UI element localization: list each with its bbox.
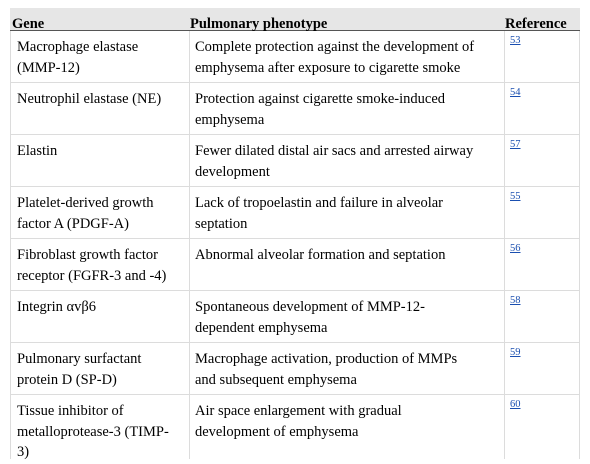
table-row: Elastin Fewer dilated distal air sacs and…	[10, 135, 580, 187]
phenotype-text: Complete protection against the developm…	[195, 39, 475, 55]
reference-link[interactable]: 59	[510, 347, 521, 358]
table-row: Integrin αvβ6 Spontaneous development of …	[10, 291, 580, 343]
gene-cell: Fibroblast growth factor receptor (FGFR-3…	[10, 239, 190, 290]
reference-link[interactable]: 54	[510, 87, 521, 98]
phenotype-text: Air space enlargement with gradual	[195, 403, 402, 419]
phenotype-text: Fewer dilated distal air sacs and arrest…	[195, 143, 474, 159]
reference-link[interactable]: 60	[510, 399, 521, 410]
gene-text: (MMP-12)	[17, 59, 80, 76]
table-row: Neutrophil elastase (NE) Protection again…	[10, 83, 580, 135]
phenotype-text: development of emphysema	[195, 423, 359, 440]
table-row: Tissue inhibitor of metalloprotease-3 (TI…	[10, 395, 580, 460]
reference-cell: 56	[505, 239, 580, 290]
header-reference: Reference	[505, 16, 567, 32]
reference-cell: 54	[505, 83, 580, 134]
phenotype-text: Spontaneous development of MMP-12-	[195, 299, 425, 315]
table-row: Fibroblast growth factor receptor (FGFR-3…	[10, 239, 580, 291]
phenotype-text: Lack of tropoelastin and failure in alve…	[195, 195, 444, 211]
table-body: Macrophage elastase (MMP-12) Complete prot…	[10, 31, 580, 460]
phenotype-cell: Macrophage activation, production of MMP…	[190, 343, 505, 394]
gene-cell: Integrin αvβ6	[10, 291, 190, 342]
gene-text: 3)	[17, 444, 30, 460]
reference-cell: 60	[505, 395, 580, 459]
phenotype-text: septation	[195, 215, 248, 232]
phenotype-cell: Protection against cigarette smoke-induc…	[190, 83, 505, 134]
phenotype-cell: Abnormal alveolar formation and septatio…	[190, 239, 505, 290]
phenotype-text: emphysema	[195, 111, 265, 128]
gene-phenotype-table: Gene Pulmonary phenotype Reference Macro…	[10, 8, 580, 460]
gene-cell: Macrophage elastase (MMP-12)	[10, 31, 190, 82]
gene-text: metalloprotease-3 (TIMP-	[17, 423, 169, 440]
header-phenotype: Pulmonary phenotype	[190, 16, 328, 32]
reference-link[interactable]: 55	[510, 191, 521, 202]
gene-text: Macrophage elastase	[17, 39, 139, 55]
phenotype-text: Abnormal alveolar formation and septatio…	[195, 247, 446, 263]
reference-cell: 57	[505, 135, 580, 186]
phenotype-text: dependent emphysema	[195, 319, 328, 336]
gene-text: factor A (PDGF-A)	[17, 215, 129, 232]
phenotype-text: emphysema after exposure to cigarette sm…	[195, 59, 461, 76]
gene-text: Integrin αvβ6	[17, 299, 96, 315]
reference-cell: 55	[505, 187, 580, 238]
table-row: Macrophage elastase (MMP-12) Complete prot…	[10, 31, 580, 83]
gene-text: Tissue inhibitor of	[17, 403, 124, 419]
gene-text: Elastin	[17, 143, 58, 159]
reference-cell: 59	[505, 343, 580, 394]
reference-link[interactable]: 57	[510, 139, 521, 150]
table-row: Pulmonary surfactant protein D (SP-D) Macr…	[10, 343, 580, 395]
gene-cell: Platelet-derived growth factor A (PDGF-A)	[10, 187, 190, 238]
header-gene: Gene	[12, 16, 45, 32]
phenotype-cell: Spontaneous development of MMP-12- depend…	[190, 291, 505, 342]
phenotype-text: Protection against cigarette smoke-induc…	[195, 91, 446, 107]
gene-text: Pulmonary surfactant	[17, 351, 142, 367]
gene-cell: Elastin	[10, 135, 190, 186]
phenotype-text: development	[195, 163, 270, 180]
gene-text: receptor (FGFR-3 and -4)	[17, 267, 167, 284]
phenotype-text: and subsequent emphysema	[195, 371, 357, 388]
gene-text: Neutrophil elastase (NE)	[17, 91, 162, 107]
reference-cell: 53	[505, 31, 580, 82]
gene-cell: Pulmonary surfactant protein D (SP-D)	[10, 343, 190, 394]
phenotype-cell: Complete protection against the developm…	[190, 31, 505, 82]
gene-text: protein D (SP-D)	[17, 371, 117, 388]
reference-cell: 58	[505, 291, 580, 342]
phenotype-cell: Air space enlargement with gradual develo…	[190, 395, 505, 459]
gene-text: Fibroblast growth factor	[17, 247, 158, 263]
table-header: Gene Pulmonary phenotype Reference	[10, 8, 580, 32]
reference-link[interactable]: 56	[510, 243, 521, 254]
phenotype-cell: Fewer dilated distal air sacs and arrest…	[190, 135, 505, 186]
gene-text: Platelet-derived growth	[17, 195, 154, 211]
reference-link[interactable]: 58	[510, 295, 521, 306]
phenotype-text: Macrophage activation, production of MMP…	[195, 351, 458, 367]
gene-cell: Tissue inhibitor of metalloprotease-3 (TI…	[10, 395, 190, 460]
table-row: Platelet-derived growth factor A (PDGF-A)…	[10, 187, 580, 239]
gene-cell: Neutrophil elastase (NE)	[10, 83, 190, 134]
reference-link[interactable]: 53	[510, 35, 521, 46]
phenotype-cell: Lack of tropoelastin and failure in alve…	[190, 187, 505, 238]
